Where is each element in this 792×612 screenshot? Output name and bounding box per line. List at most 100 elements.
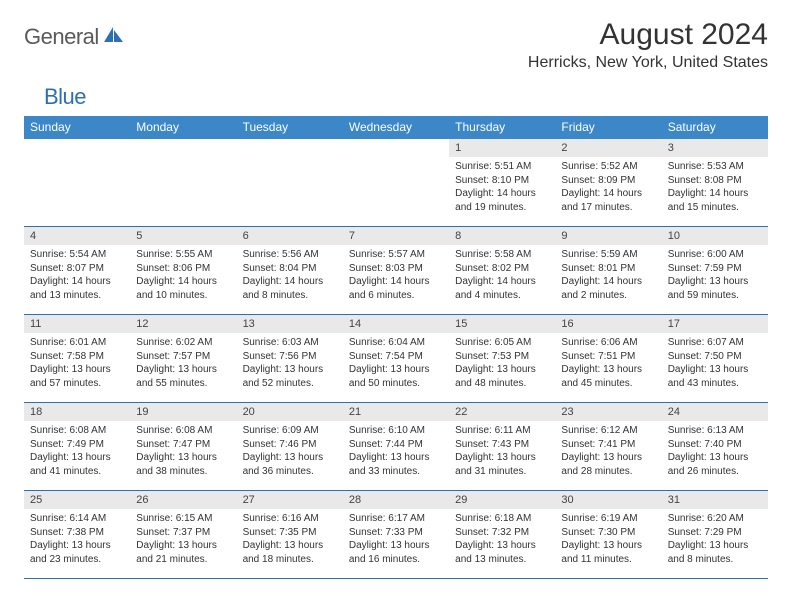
day-detail: Sunrise: 6:01 AMSunset: 7:58 PMDaylight:… (24, 333, 130, 394)
day-number: 4 (24, 227, 130, 245)
day-detail: Sunrise: 6:18 AMSunset: 7:32 PMDaylight:… (449, 509, 555, 570)
day-number: 31 (662, 491, 768, 509)
weekday-header-row: Sunday Monday Tuesday Wednesday Thursday… (24, 116, 768, 139)
day-detail: Sunrise: 6:16 AMSunset: 7:35 PMDaylight:… (237, 509, 343, 570)
day-number: 1 (449, 139, 555, 157)
day-detail: Sunrise: 6:07 AMSunset: 7:50 PMDaylight:… (662, 333, 768, 394)
calendar-cell: 5Sunrise: 5:55 AMSunset: 8:06 PMDaylight… (130, 227, 236, 315)
day-detail: Sunrise: 6:03 AMSunset: 7:56 PMDaylight:… (237, 333, 343, 394)
day-number: 26 (130, 491, 236, 509)
day-number: 24 (662, 403, 768, 421)
day-detail: Sunrise: 6:04 AMSunset: 7:54 PMDaylight:… (343, 333, 449, 394)
calendar-cell: 8Sunrise: 5:58 AMSunset: 8:02 PMDaylight… (449, 227, 555, 315)
calendar-cell: 24Sunrise: 6:13 AMSunset: 7:40 PMDayligh… (662, 403, 768, 491)
day-detail: Sunrise: 5:54 AMSunset: 8:07 PMDaylight:… (24, 245, 130, 306)
weekday-header: Saturday (662, 116, 768, 139)
day-detail: Sunrise: 5:59 AMSunset: 8:01 PMDaylight:… (555, 245, 661, 306)
day-number: 25 (24, 491, 130, 509)
day-number: 16 (555, 315, 661, 333)
day-detail: Sunrise: 5:53 AMSunset: 8:08 PMDaylight:… (662, 157, 768, 218)
location-subtitle: Herricks, New York, United States (528, 54, 768, 72)
logo-text-general: General (24, 24, 99, 50)
day-number: 19 (130, 403, 236, 421)
day-number: 15 (449, 315, 555, 333)
calendar-cell-blank (24, 139, 130, 227)
weekday-header: Monday (130, 116, 236, 139)
day-detail: Sunrise: 6:14 AMSunset: 7:38 PMDaylight:… (24, 509, 130, 570)
calendar-cell-blank (130, 139, 236, 227)
day-number: 17 (662, 315, 768, 333)
day-detail: Sunrise: 6:17 AMSunset: 7:33 PMDaylight:… (343, 509, 449, 570)
calendar-cell: 27Sunrise: 6:16 AMSunset: 7:35 PMDayligh… (237, 491, 343, 579)
calendar-cell: 25Sunrise: 6:14 AMSunset: 7:38 PMDayligh… (24, 491, 130, 579)
calendar-page: General August 2024 Herricks, New York, … (0, 0, 792, 579)
day-number: 3 (662, 139, 768, 157)
calendar-cell: 30Sunrise: 6:19 AMSunset: 7:30 PMDayligh… (555, 491, 661, 579)
logo: General (24, 18, 127, 50)
logo-sail-icon (103, 25, 125, 50)
day-detail: Sunrise: 6:09 AMSunset: 7:46 PMDaylight:… (237, 421, 343, 482)
weekday-header: Friday (555, 116, 661, 139)
day-detail: Sunrise: 6:05 AMSunset: 7:53 PMDaylight:… (449, 333, 555, 394)
weekday-header: Sunday (24, 116, 130, 139)
calendar-cell: 17Sunrise: 6:07 AMSunset: 7:50 PMDayligh… (662, 315, 768, 403)
month-title: August 2024 (528, 18, 768, 52)
day-detail: Sunrise: 6:00 AMSunset: 7:59 PMDaylight:… (662, 245, 768, 306)
calendar-cell: 28Sunrise: 6:17 AMSunset: 7:33 PMDayligh… (343, 491, 449, 579)
day-detail: Sunrise: 6:06 AMSunset: 7:51 PMDaylight:… (555, 333, 661, 394)
day-number: 29 (449, 491, 555, 509)
day-number: 22 (449, 403, 555, 421)
day-number: 10 (662, 227, 768, 245)
day-detail: Sunrise: 6:02 AMSunset: 7:57 PMDaylight:… (130, 333, 236, 394)
weekday-header: Thursday (449, 116, 555, 139)
calendar-cell: 18Sunrise: 6:08 AMSunset: 7:49 PMDayligh… (24, 403, 130, 491)
calendar-cell-blank (343, 139, 449, 227)
day-number: 12 (130, 315, 236, 333)
weekday-header: Tuesday (237, 116, 343, 139)
day-number: 27 (237, 491, 343, 509)
day-detail: Sunrise: 5:52 AMSunset: 8:09 PMDaylight:… (555, 157, 661, 218)
day-number: 20 (237, 403, 343, 421)
day-detail: Sunrise: 6:08 AMSunset: 7:47 PMDaylight:… (130, 421, 236, 482)
day-number: 23 (555, 403, 661, 421)
day-number: 11 (24, 315, 130, 333)
calendar-cell: 6Sunrise: 5:56 AMSunset: 8:04 PMDaylight… (237, 227, 343, 315)
day-number: 5 (130, 227, 236, 245)
calendar-cell: 13Sunrise: 6:03 AMSunset: 7:56 PMDayligh… (237, 315, 343, 403)
day-detail: Sunrise: 6:08 AMSunset: 7:49 PMDaylight:… (24, 421, 130, 482)
day-number: 28 (343, 491, 449, 509)
calendar-cell: 11Sunrise: 6:01 AMSunset: 7:58 PMDayligh… (24, 315, 130, 403)
day-detail: Sunrise: 6:15 AMSunset: 7:37 PMDaylight:… (130, 509, 236, 570)
calendar-cell: 2Sunrise: 5:52 AMSunset: 8:09 PMDaylight… (555, 139, 661, 227)
calendar-cell: 9Sunrise: 5:59 AMSunset: 8:01 PMDaylight… (555, 227, 661, 315)
calendar-cell: 20Sunrise: 6:09 AMSunset: 7:46 PMDayligh… (237, 403, 343, 491)
day-number: 8 (449, 227, 555, 245)
calendar-cell: 16Sunrise: 6:06 AMSunset: 7:51 PMDayligh… (555, 315, 661, 403)
day-number: 14 (343, 315, 449, 333)
day-detail: Sunrise: 5:51 AMSunset: 8:10 PMDaylight:… (449, 157, 555, 218)
day-number: 30 (555, 491, 661, 509)
day-detail: Sunrise: 6:10 AMSunset: 7:44 PMDaylight:… (343, 421, 449, 482)
day-detail: Sunrise: 5:55 AMSunset: 8:06 PMDaylight:… (130, 245, 236, 306)
title-block: August 2024 Herricks, New York, United S… (528, 18, 768, 72)
day-detail: Sunrise: 5:56 AMSunset: 8:04 PMDaylight:… (237, 245, 343, 306)
day-detail: Sunrise: 6:11 AMSunset: 7:43 PMDaylight:… (449, 421, 555, 482)
calendar-cell: 10Sunrise: 6:00 AMSunset: 7:59 PMDayligh… (662, 227, 768, 315)
calendar-cell: 26Sunrise: 6:15 AMSunset: 7:37 PMDayligh… (130, 491, 236, 579)
day-detail: Sunrise: 6:13 AMSunset: 7:40 PMDaylight:… (662, 421, 768, 482)
day-detail: Sunrise: 5:57 AMSunset: 8:03 PMDaylight:… (343, 245, 449, 306)
weekday-header: Wednesday (343, 116, 449, 139)
calendar-cell: 15Sunrise: 6:05 AMSunset: 7:53 PMDayligh… (449, 315, 555, 403)
day-number: 7 (343, 227, 449, 245)
day-number: 6 (237, 227, 343, 245)
day-number: 18 (24, 403, 130, 421)
calendar-cell: 21Sunrise: 6:10 AMSunset: 7:44 PMDayligh… (343, 403, 449, 491)
calendar-cell: 19Sunrise: 6:08 AMSunset: 7:47 PMDayligh… (130, 403, 236, 491)
calendar-cell: 12Sunrise: 6:02 AMSunset: 7:57 PMDayligh… (130, 315, 236, 403)
day-number: 2 (555, 139, 661, 157)
day-detail: Sunrise: 5:58 AMSunset: 8:02 PMDaylight:… (449, 245, 555, 306)
calendar-cell: 7Sunrise: 5:57 AMSunset: 8:03 PMDaylight… (343, 227, 449, 315)
day-number: 9 (555, 227, 661, 245)
day-number: 21 (343, 403, 449, 421)
calendar-cell: 4Sunrise: 5:54 AMSunset: 8:07 PMDaylight… (24, 227, 130, 315)
